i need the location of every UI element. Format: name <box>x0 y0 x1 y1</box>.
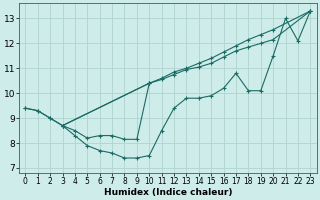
X-axis label: Humidex (Indice chaleur): Humidex (Indice chaleur) <box>104 188 232 197</box>
